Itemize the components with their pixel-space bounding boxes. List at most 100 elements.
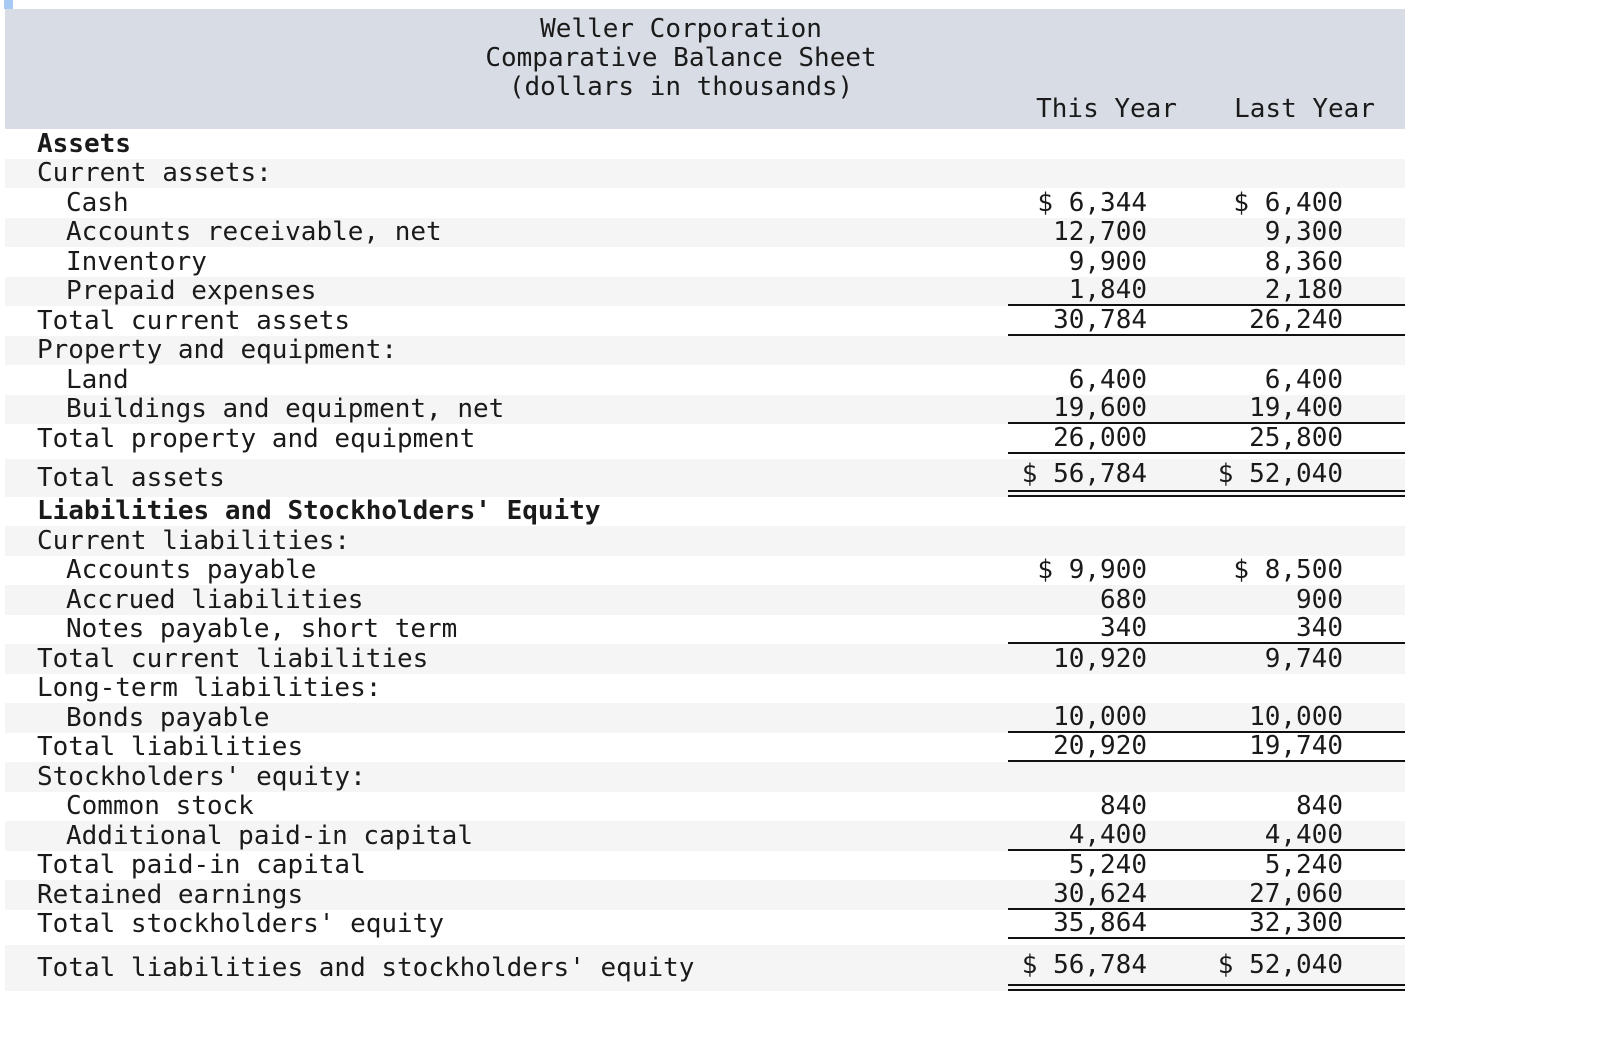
table-row: Prepaid expenses 1,840 2,180 — [5, 275, 1405, 307]
row-amounts: 4,400 4,400 — [1008, 819, 1405, 851]
cell-last-year: 900 — [1296, 584, 1343, 615]
report-subtitle: (dollars in thousands) — [508, 72, 854, 102]
row-label: Total current assets — [37, 305, 351, 336]
row-amounts: 9,900 8,360 — [1008, 247, 1405, 277]
report-company-name: Weller Corporation — [540, 14, 822, 44]
row-amounts: 10,920 9,740 — [1008, 644, 1405, 674]
cell-last-year: 27,060 — [1249, 878, 1343, 909]
row-label: Prepaid expenses — [66, 276, 317, 307]
row-amounts — [1008, 497, 1405, 527]
row-label: Land — [66, 364, 129, 395]
row-label: Buildings and equipment, net — [66, 394, 505, 425]
table-row: Accounts payable $ 9,900 $ 8,500 — [5, 555, 1405, 586]
row-label: Total liabilities and stockholders' equi… — [37, 953, 695, 983]
row-amounts: 680 900 — [1008, 585, 1405, 615]
table-row: Additional paid-in capital 4,400 4,400 — [5, 819, 1405, 851]
row-label: Inventory — [66, 246, 207, 277]
row-label: Total current liabilities — [37, 643, 429, 674]
row-label: Common stock — [66, 791, 254, 822]
row-label: Notes payable, short term — [66, 614, 458, 645]
row-label: Long-term liabilities: — [37, 673, 382, 704]
balance-sheet-rows: Assets Current assets: Cash $ 6,344 $ 6,… — [5, 129, 1405, 991]
table-row: Land 6,400 6,400 — [5, 365, 1405, 395]
table-row: Cash $ 6,344 $ 6,400 — [5, 188, 1405, 218]
table-row: Stockholders' equity: — [5, 762, 1405, 792]
cell-this-year: 30,784 — [1053, 304, 1147, 335]
cell-last-year: $ 6,400 — [1233, 187, 1343, 218]
cell-this-year: $ 56,784 — [1021, 949, 1147, 980]
table-row: Common stock 840 840 — [5, 791, 1405, 822]
row-amounts — [1008, 526, 1405, 556]
table-row: Liabilities and Stockholders' Equity — [5, 496, 1405, 527]
table-row: Property and equipment: — [5, 335, 1405, 366]
row-label: Total liabilities — [37, 732, 304, 763]
cell-this-year: $ 9,900 — [1037, 555, 1147, 586]
balance-sheet: Weller Corporation Comparative Balance S… — [5, 9, 1405, 991]
row-label: Accounts receivable, net — [66, 217, 442, 248]
cell-last-year: 6,400 — [1264, 364, 1343, 395]
row-amounts: 12,700 9,300 — [1008, 217, 1405, 248]
table-row: Retained earnings 30,624 27,060 — [5, 878, 1405, 910]
table-row: Assets — [5, 129, 1405, 159]
cell-last-year: $ 52,040 — [1217, 459, 1343, 489]
table-row: Current liabilities: — [5, 526, 1405, 556]
table-row: Total liabilities 20,920 19,740 — [5, 731, 1405, 763]
table-row: Total assets $ 56,784 $ 52,040 — [5, 458, 1405, 497]
cell-last-year: 25,800 — [1249, 422, 1343, 453]
cell-this-year: 1,840 — [1068, 275, 1147, 306]
row-amounts: 340 340 — [1008, 613, 1405, 644]
cell-last-year: 19,400 — [1249, 393, 1343, 424]
table-row: Notes payable, short term 340 340 — [5, 613, 1405, 645]
table-row: Total property and equipment 26,000 25,8… — [5, 422, 1405, 454]
cell-last-year: 19,740 — [1249, 731, 1343, 762]
row-label: Liabilities and Stockholders' Equity — [37, 496, 601, 527]
column-header-last-year: Last Year — [1234, 94, 1375, 124]
row-label: Accounts payable — [66, 555, 317, 586]
cell-this-year: $ 56,784 — [1021, 459, 1147, 489]
row-amounts: 19,600 19,400 — [1008, 393, 1405, 424]
row-amounts: 5,240 5,240 — [1008, 850, 1405, 880]
row-amounts: 6,400 6,400 — [1008, 365, 1405, 395]
cell-this-year: 35,864 — [1053, 908, 1147, 939]
table-row: Total stockholders' equity 35,864 32,300 — [5, 908, 1405, 940]
cell-this-year: 4,400 — [1068, 819, 1147, 850]
cell-this-year: 26,000 — [1053, 422, 1147, 453]
table-row: Inventory 9,900 8,360 — [5, 247, 1405, 277]
table-row: Total paid-in capital 5,240 5,240 — [5, 850, 1405, 880]
cell-this-year: 680 — [1100, 584, 1147, 615]
cell-last-year: 10,000 — [1249, 701, 1343, 732]
scroll-artifact-square — [4, 0, 13, 9]
cell-this-year: 10,920 — [1053, 643, 1147, 674]
table-row: Total liabilities and stockholders' equi… — [5, 945, 1405, 991]
table-row: Long-term liabilities: — [5, 673, 1405, 704]
row-label: Current liabilities: — [37, 525, 351, 556]
row-amounts: 840 840 — [1008, 791, 1405, 822]
cell-this-year: 10,000 — [1053, 701, 1147, 732]
table-row: Buildings and equipment, net 19,600 19,4… — [5, 393, 1405, 425]
cell-this-year: 30,624 — [1053, 878, 1147, 909]
row-amounts: $ 6,344 $ 6,400 — [1008, 188, 1405, 218]
row-amounts: 35,864 32,300 — [1008, 908, 1405, 939]
row-label: Total stockholders' equity — [37, 909, 444, 940]
row-amounts — [1008, 762, 1405, 792]
row-amounts — [1008, 129, 1405, 159]
table-row: Accrued liabilities 680 900 — [5, 585, 1405, 615]
row-label: Bonds payable — [66, 702, 270, 733]
column-header-this-year: This Year — [1036, 94, 1177, 124]
row-label: Assets — [37, 128, 131, 159]
row-label: Property and equipment: — [37, 335, 398, 366]
table-row: Total current liabilities 10,920 9,740 — [5, 644, 1405, 674]
cell-this-year: 340 — [1100, 613, 1147, 644]
cell-this-year: 840 — [1100, 791, 1147, 822]
row-amounts: 10,000 10,000 — [1008, 701, 1405, 733]
row-amounts: 30,624 27,060 — [1008, 878, 1405, 910]
cell-last-year: 9,300 — [1264, 217, 1343, 248]
row-label: Total assets — [37, 462, 225, 493]
cell-last-year: $ 52,040 — [1217, 949, 1343, 980]
cell-last-year: $ 8,500 — [1233, 555, 1343, 586]
row-label: Retained earnings — [37, 879, 304, 910]
cell-last-year: 8,360 — [1264, 246, 1343, 277]
row-amounts: 20,920 19,740 — [1008, 731, 1405, 762]
cell-last-year: 2,180 — [1264, 275, 1343, 306]
